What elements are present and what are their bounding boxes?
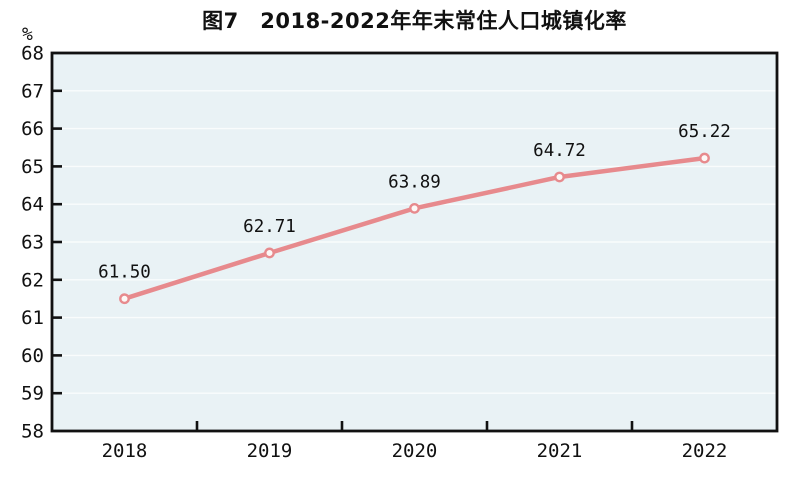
data-point-label: 65.22 — [678, 122, 731, 142]
data-point-label: 63.89 — [388, 172, 441, 192]
y-tick-label: 58 — [21, 421, 44, 443]
data-point-label: 61.50 — [98, 263, 151, 283]
x-tick-label: 2018 — [102, 440, 148, 462]
x-tick-label: 2021 — [537, 440, 583, 462]
data-point-marker — [119, 293, 130, 305]
y-tick-label: 67 — [21, 80, 44, 102]
y-tick-label: 68 — [21, 43, 44, 65]
data-point-marker — [554, 171, 565, 183]
data-point-label: 64.72 — [533, 141, 586, 161]
y-tick-label: 61 — [21, 307, 44, 329]
data-point-marker — [699, 152, 710, 164]
x-tick-label: 2020 — [392, 440, 438, 462]
chart-title: 图7 2018-2022年年末常住人口城镇化率 — [202, 9, 627, 33]
x-tick-label: 2019 — [247, 440, 293, 462]
plot-frame — [50, 51, 779, 433]
data-point-label: 62.71 — [243, 217, 296, 237]
data-point-marker — [264, 247, 275, 259]
y-tick-label: 65 — [21, 156, 44, 178]
y-tick-label: 62 — [21, 269, 44, 291]
y-tick-label: 66 — [21, 118, 44, 140]
y-tick-label: 60 — [21, 345, 44, 367]
x-tick-label: 2022 — [682, 440, 728, 462]
y-tick-label: 59 — [21, 383, 44, 405]
y-axis-unit-label: % — [22, 24, 33, 45]
y-tick-label: 63 — [21, 232, 44, 254]
y-tick-label: 64 — [21, 194, 44, 216]
data-point-marker — [409, 202, 420, 214]
